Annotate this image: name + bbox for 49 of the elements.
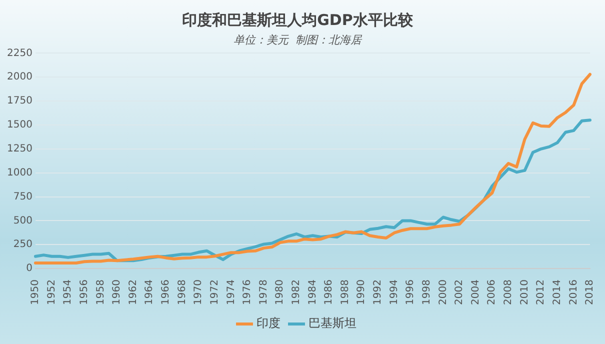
x-tick-label: 1954	[62, 280, 74, 306]
x-tick-label: 1968	[176, 280, 188, 306]
x-tick-label: 1964	[144, 280, 156, 306]
x-tick-label: 1966	[160, 280, 172, 306]
x-tick-label: 2008	[503, 280, 514, 306]
x-tick-label: 1960	[112, 280, 123, 306]
x-tick-label: 2006	[486, 280, 498, 306]
x-tick-label: 2016	[568, 280, 580, 306]
legend-label: 印度	[256, 316, 280, 330]
y-tick-label: 2000	[6, 72, 32, 83]
y-tick-label: 1250	[6, 144, 32, 155]
y-tick-label: 1000	[6, 167, 32, 178]
x-tick-label: 1956	[78, 280, 90, 306]
y-tick-label: 0	[26, 263, 32, 274]
x-tick-label: 2002	[454, 280, 466, 306]
x-tick-label: 1988	[340, 280, 351, 306]
x-tick-label: 1974	[226, 280, 237, 306]
x-tick-label: 2012	[536, 280, 547, 306]
x-tick-label: 1998	[421, 280, 432, 306]
legend-label: 巴基斯坦	[308, 316, 356, 330]
chart-subtitle: 单位：美元 制图：北海居	[234, 33, 362, 46]
x-tick-label: 1978	[258, 280, 270, 306]
y-tick-label: 1500	[6, 120, 32, 131]
x-tick-label: 1970	[193, 280, 204, 306]
x-tick-label: 1972	[209, 280, 220, 306]
y-tick-label: 750	[13, 191, 32, 202]
x-tick-label: 1986	[324, 280, 335, 306]
y-tick-label: 1750	[6, 96, 32, 107]
x-tick-label: 1996	[405, 280, 416, 306]
x-tick-label: 1958	[95, 280, 106, 306]
x-tick-label: 1984	[307, 280, 318, 306]
x-tick-label: 2000	[438, 280, 449, 306]
x-tick-label: 1990	[356, 280, 368, 306]
x-tick-label: 1980	[274, 280, 286, 306]
y-tick-label: 2250	[6, 48, 32, 59]
y-tick-label: 500	[13, 215, 32, 226]
x-tick-label: 1982	[291, 280, 302, 306]
x-tick-label: 2014	[552, 280, 563, 306]
x-tick-label: 1994	[388, 280, 400, 306]
x-tick-label: 2010	[519, 280, 530, 306]
x-tick-label: 1976	[242, 280, 254, 306]
x-tick-label: 1952	[46, 280, 58, 306]
x-tick-label: 2018	[584, 280, 596, 306]
x-tick-label: 1950	[30, 280, 42, 306]
chart-title: 印度和巴基斯坦人均GDP水平比较	[182, 10, 414, 29]
x-tick-label: 1962	[128, 280, 139, 306]
x-tick-label: 2004	[470, 280, 482, 306]
y-tick-label: 250	[13, 239, 32, 250]
x-tick-label: 1992	[372, 280, 384, 306]
